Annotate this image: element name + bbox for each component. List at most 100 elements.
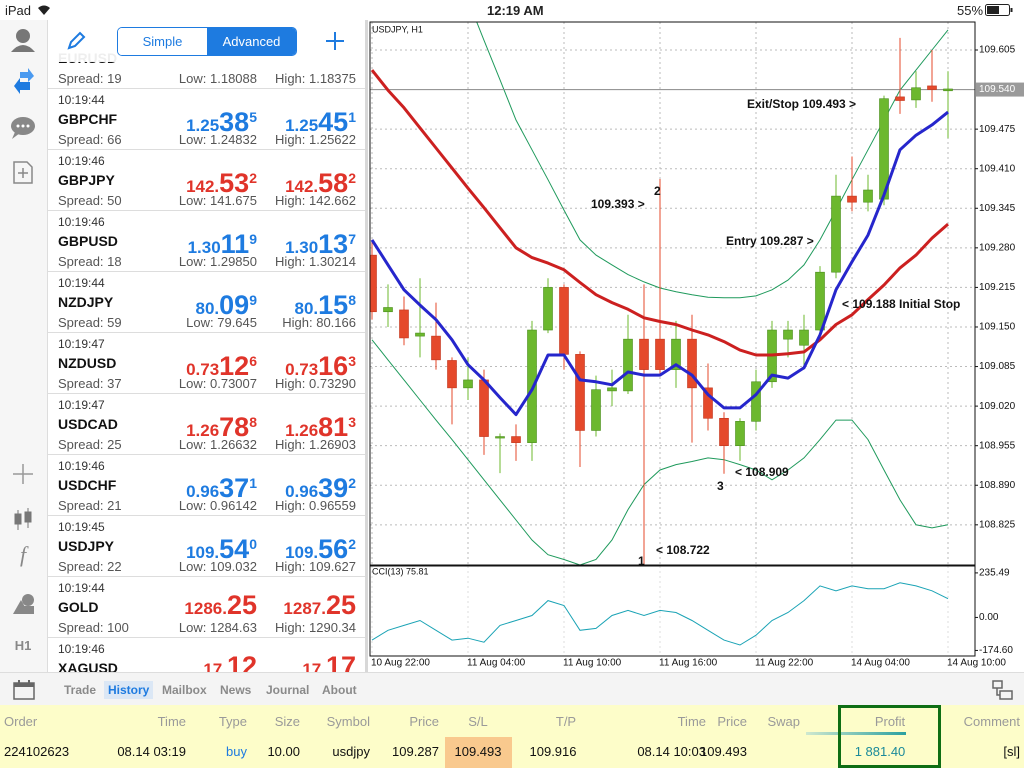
annotation: < 108.722: [656, 543, 710, 557]
quote-ask[interactable]: 0.73163: [258, 346, 356, 386]
quote-bid[interactable]: 0.73126: [148, 346, 257, 386]
quote-bid[interactable]: 0.96371: [148, 468, 257, 508]
bottom-tab[interactable]: History: [104, 681, 154, 699]
quote-row[interactable]: 10:19:44 GOLD Spread: 100 Low: 1284.63 High:…: [48, 576, 365, 638]
bottom-tab[interactable]: About: [322, 683, 357, 697]
quote-bid[interactable]: 1286.25: [148, 590, 257, 625]
quote-row[interactable]: 10:19:47 NZDUSD Spread: 37 Low: 0.73007 High…: [48, 332, 365, 394]
chart-type-icon[interactable]: [14, 508, 32, 530]
candle-body: [399, 309, 409, 339]
edit-button[interactable]: [65, 30, 87, 52]
table-cell[interactable]: buy: [226, 744, 247, 759]
quote-bid[interactable]: 142.532: [148, 163, 257, 203]
objects-icon[interactable]: [13, 594, 34, 614]
history-table: Order Time Type Size Symbol Price S/L T/P Time Pr…: [0, 705, 1024, 768]
quote-ask[interactable]: 1.26813: [258, 407, 356, 447]
table-cell[interactable]: 109.493: [700, 744, 747, 759]
layout-icon[interactable]: [992, 680, 1014, 700]
annotation: < 109.188 Initial Stop: [842, 297, 960, 311]
quote-row[interactable]: 10:19:47 USDCAD Spread: 25 Low: 1.26632 High…: [48, 393, 365, 455]
price-sup: 1: [249, 475, 257, 491]
quote-bid[interactable]: 17.12: [148, 651, 257, 672]
quote-row[interactable]: 10:19:44 GBPCHF Spread: 66 Low: 1.24832 High…: [48, 88, 365, 150]
price-tag: [976, 82, 1024, 97]
table-cell[interactable]: 109.287: [392, 744, 439, 759]
price-sup: 8: [249, 414, 257, 430]
y-tick-label: 235.49: [979, 568, 1010, 579]
candle-body: [783, 329, 793, 340]
table-cell[interactable]: 08.14 10:03: [637, 744, 706, 759]
quote-bid[interactable]: 1.30119: [148, 224, 257, 264]
table-cell[interactable]: 109.493: [454, 744, 502, 759]
quote-ask[interactable]: 109.562: [258, 529, 356, 569]
quote-row[interactable]: 10:19:46 GBPJPY Spread: 50 Low: 141.675 High…: [48, 149, 365, 211]
candle-body: [415, 332, 425, 337]
x-tick-label: 14 Aug 10:00: [947, 658, 1006, 669]
candle-body: [671, 338, 681, 370]
quote-time: 10:19:46: [58, 642, 105, 656]
quote-bid[interactable]: 109.540: [148, 529, 257, 569]
quote-ask[interactable]: 1287.25: [258, 590, 356, 625]
bottom-tab[interactable]: Journal: [266, 683, 310, 697]
candle-body: [623, 338, 633, 392]
table-cell[interactable]: 08.14 03:19: [117, 744, 186, 759]
table-cell[interactable]: usdjpy: [332, 744, 370, 759]
quote-ask[interactable]: 0.96392: [258, 468, 356, 508]
quote-row[interactable]: 10:19:46 USDCHF Spread: 21 Low: 0.96142 High…: [48, 454, 365, 516]
crosshair-icon[interactable]: [13, 464, 33, 484]
quote-bid[interactable]: 80.099: [148, 285, 257, 325]
timeframe-button[interactable]: H1: [15, 638, 32, 653]
quote-low: Low: 1.24832: [178, 132, 257, 147]
price-prefix: 109.: [186, 543, 220, 562]
price-big: 38: [219, 107, 250, 137]
price-prefix: 17.: [302, 660, 326, 672]
new-order-icon[interactable]: [13, 161, 33, 184]
bottom-tab[interactable]: Mailbox: [162, 683, 207, 697]
column-header: S/L: [468, 714, 488, 729]
candle-body: [479, 379, 489, 437]
account-icon[interactable]: [11, 29, 35, 52]
price-big: 37: [219, 473, 250, 503]
quotes-icon[interactable]: [14, 68, 34, 94]
tab-simple[interactable]: Simple: [118, 28, 207, 55]
price-big: 12: [219, 351, 250, 381]
tab-advanced[interactable]: Advanced: [207, 28, 296, 55]
table-cell[interactable]: 109.916: [529, 744, 577, 759]
column-header: Comment: [963, 714, 1020, 729]
quote-ask[interactable]: 1.30137: [258, 224, 356, 264]
quote-ask[interactable]: 142.582: [258, 163, 356, 203]
quote-row[interactable]: 10:19:45 USDJPY Spread: 22 Low: 109.032 High…: [48, 515, 365, 577]
quote-ask[interactable]: 80.158: [258, 285, 356, 325]
table-cell[interactable]: 10.00: [267, 744, 300, 759]
quote-row[interactable]: 10:19:46 XAGUSD 17.12 17.17: [48, 637, 365, 672]
y-tick-label: 109.020: [979, 401, 1016, 412]
price-big: 45: [318, 107, 349, 137]
quote-bid[interactable]: 1.25385: [148, 102, 257, 142]
battery-icon: [985, 4, 1013, 16]
quote-row[interactable]: 10:19:46 GBPUSD Spread: 18 Low: 1.29850 High…: [48, 210, 365, 272]
y-tick-label: 109.605: [979, 45, 1016, 56]
table-cell[interactable]: 1 881.40: [854, 744, 906, 759]
quote-ask[interactable]: 1.25451: [258, 102, 356, 142]
chart[interactable]: 109.605 109.475 109.410 109.345 109.280 109.2…: [368, 20, 1024, 672]
add-symbol-button[interactable]: [324, 30, 346, 52]
indicators-icon[interactable]: f: [20, 542, 29, 567]
chat-icon[interactable]: [11, 117, 35, 139]
quote-row[interactable]: 10:19:44 NZDJPY Spread: 59 Low: 79.645 High:…: [48, 271, 365, 333]
price-prefix: 1286.: [184, 599, 227, 618]
table-cell[interactable]: 224102623: [4, 744, 70, 759]
candle-body: [543, 287, 553, 331]
status-bar: iPad 12:19 AM 55%: [0, 0, 1024, 20]
price-big: 39: [318, 473, 349, 503]
price-big: 15: [318, 290, 349, 320]
quote-ask[interactable]: 17.17: [258, 651, 356, 672]
battery-level: 55%: [957, 3, 984, 18]
quote-bid[interactable]: 1.26788: [148, 407, 257, 447]
price-sup: 0: [249, 536, 257, 552]
moving-average: [370, 69, 949, 357]
table-cell[interactable]: [sl]: [1003, 744, 1020, 759]
calendar-icon[interactable]: [13, 680, 35, 700]
bottom-tab[interactable]: News: [220, 683, 252, 697]
bottom-tab[interactable]: Trade: [64, 683, 97, 697]
